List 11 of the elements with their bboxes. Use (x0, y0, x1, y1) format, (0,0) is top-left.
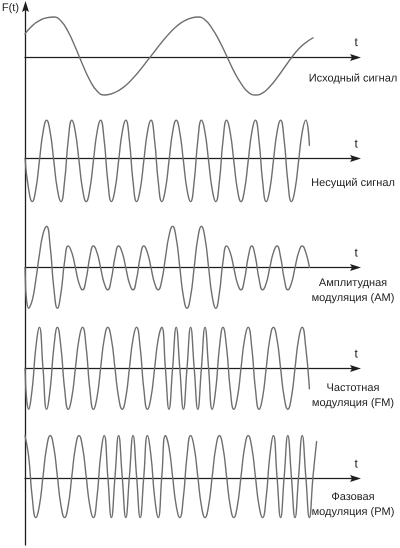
text: Частотная модуляция (FM) (312, 382, 394, 409)
x-axis-title: t (354, 245, 359, 260)
x-axis-title: t (354, 456, 359, 470)
text: Несущий сигнал (311, 176, 395, 189)
text: Фазовая модуляция (PM) (312, 490, 394, 518)
text: Амплитудная модуляция (AM) (312, 276, 394, 304)
x-axis-title: t (354, 346, 359, 360)
y-axis-title: F(t) (2, 2, 19, 14)
text: Исходный сигнал (308, 72, 398, 84)
x-axis-title: t (354, 136, 359, 150)
x-axis-title: t (354, 35, 359, 49)
